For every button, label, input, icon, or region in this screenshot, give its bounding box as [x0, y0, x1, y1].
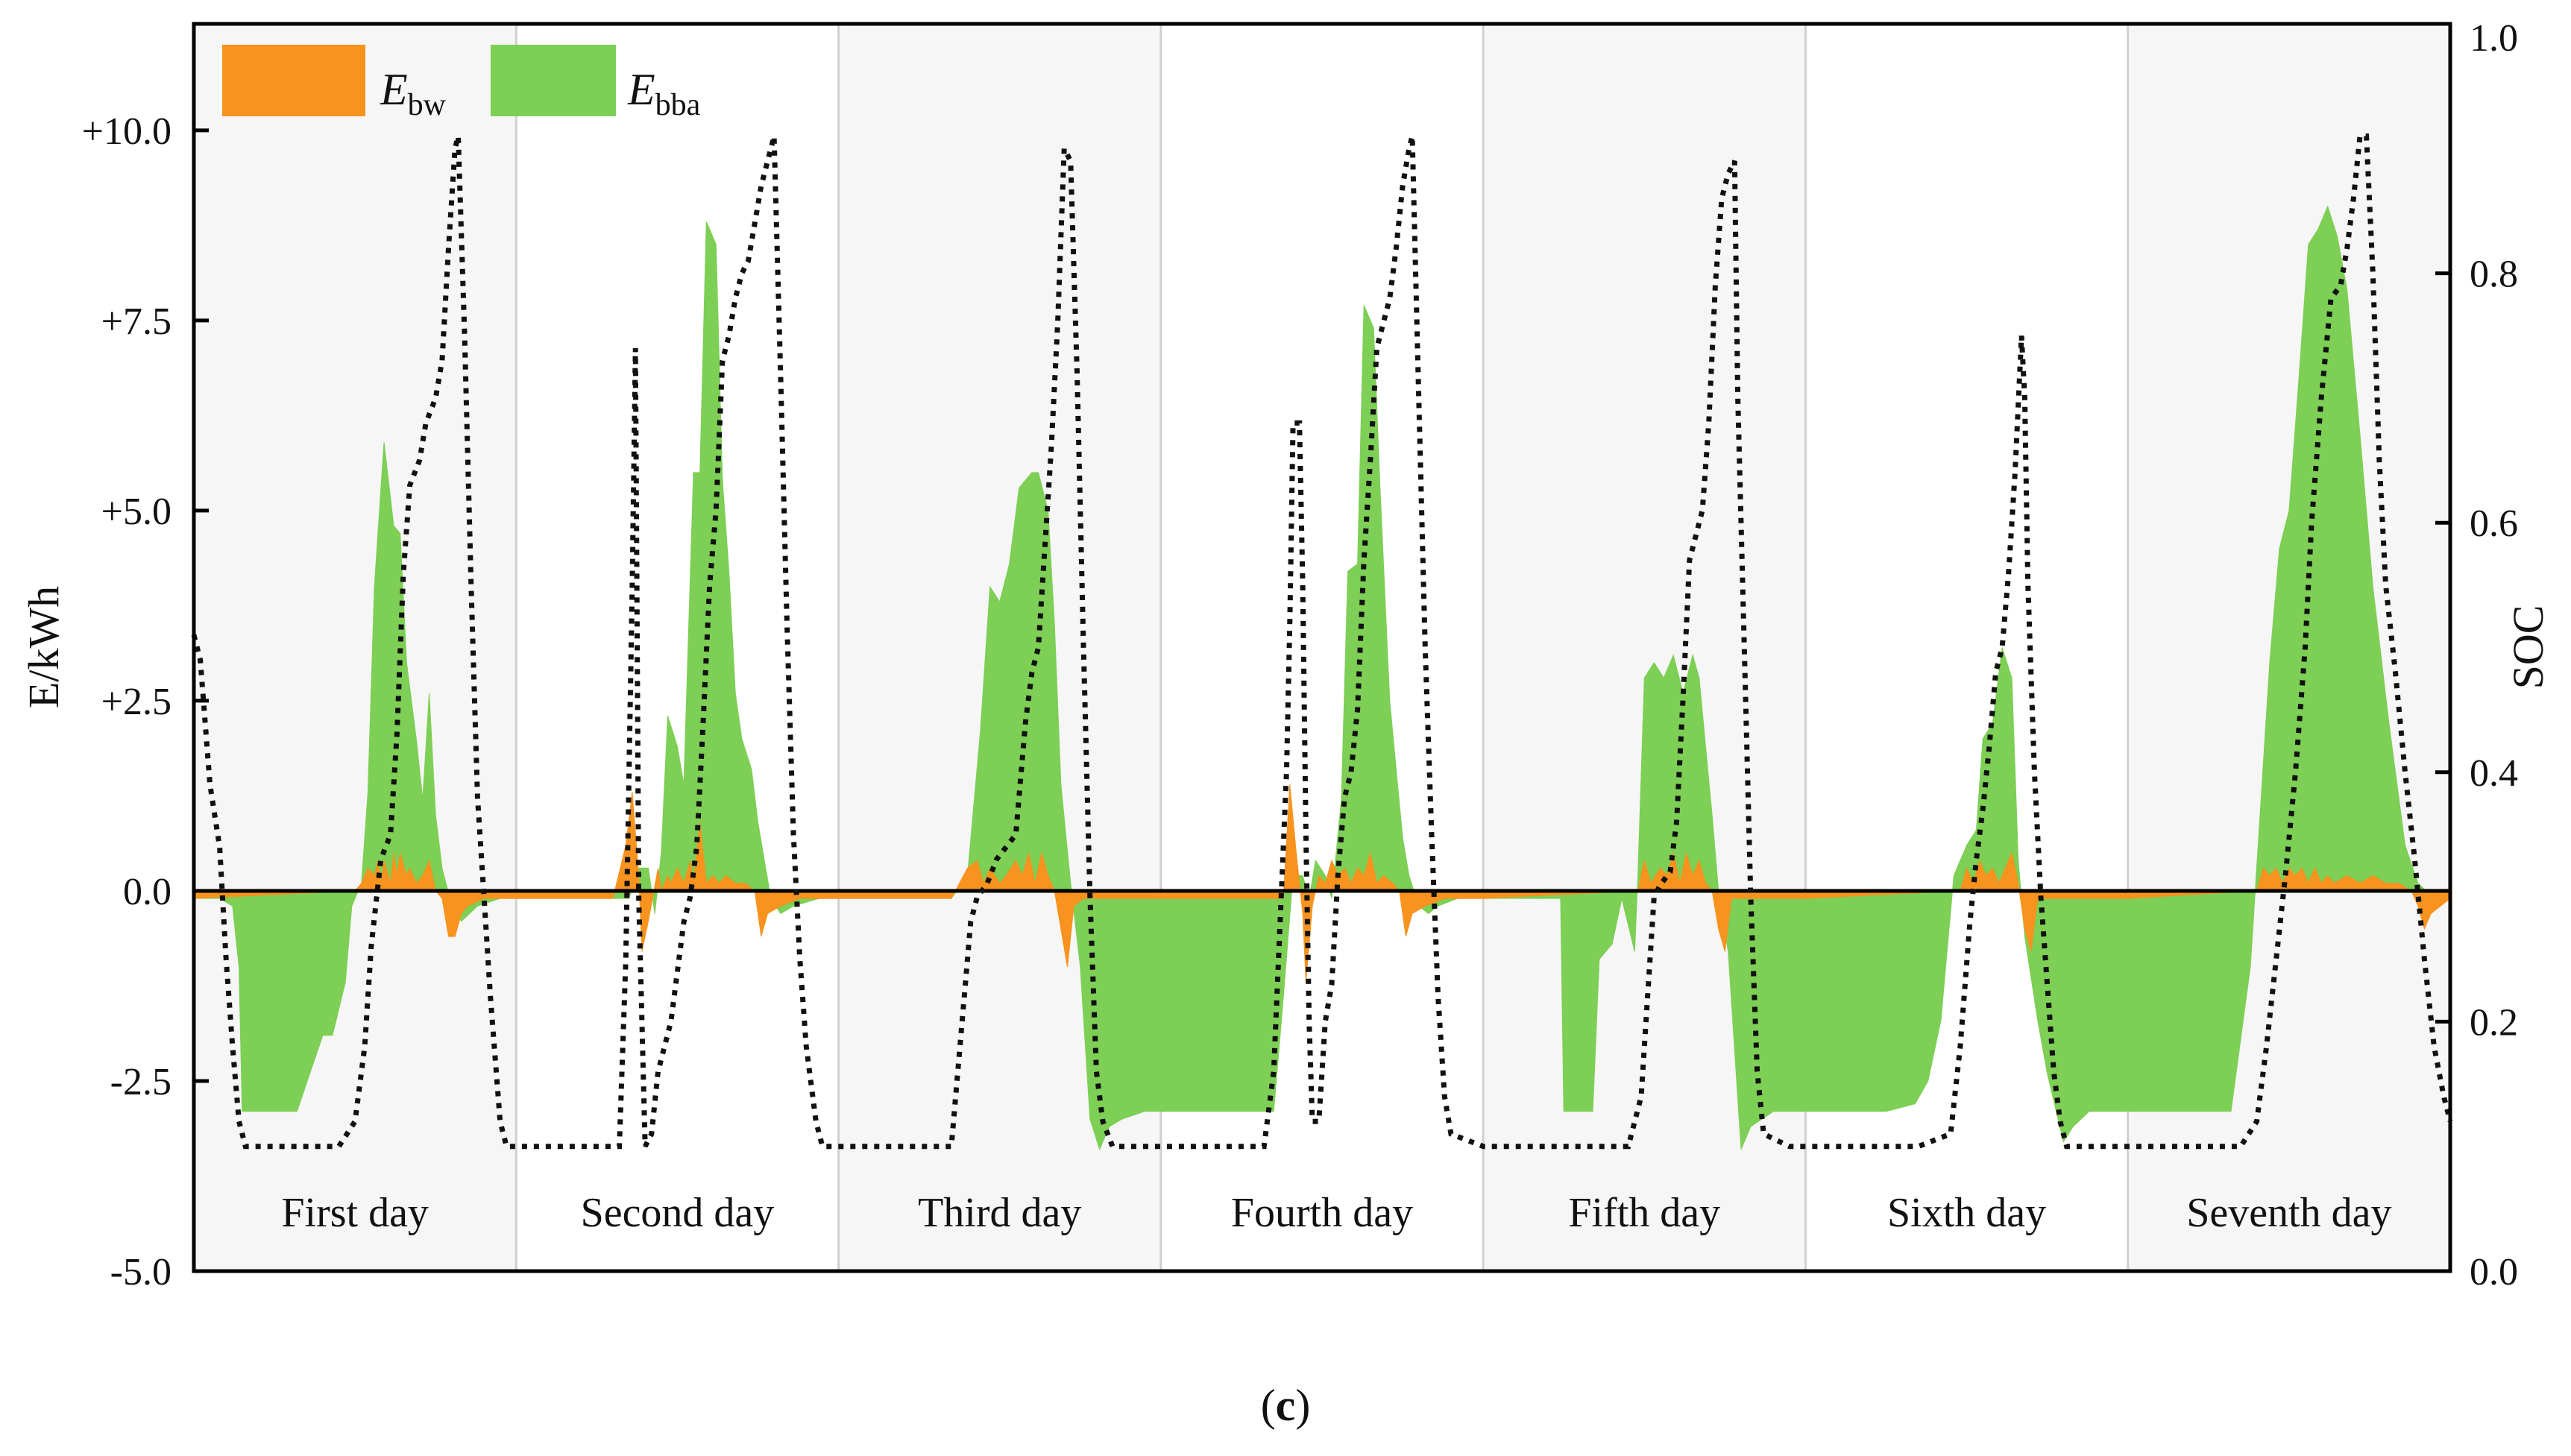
y-tick-label: +5.0	[101, 491, 171, 533]
day-label: Second day	[581, 1190, 775, 1236]
y2-tick-label: 0.6	[2470, 502, 2518, 545]
day-label: Fifth day	[1568, 1190, 1720, 1236]
ebba-area	[193, 205, 2451, 1151]
legend: Ebw Ebba	[222, 45, 701, 122]
y2-tick-label: 0.8	[2470, 253, 2518, 296]
day-label: Fourth day	[1231, 1190, 1413, 1236]
legend-letter: E	[627, 65, 655, 114]
left-axis: -5.0 -2.5 0.0 +2.5 +5.0 +7.5 +10.0	[82, 110, 209, 1293]
caption-close-paren: )	[1295, 1381, 1310, 1430]
ebba-area-layer	[193, 205, 2451, 1151]
legend-swatch-bba	[491, 45, 616, 116]
y-tick-label: +2.5	[101, 681, 171, 723]
plot-frame	[192, 22, 2452, 1273]
soc-line	[191, 133, 2453, 1150]
y2-tick-label: 0.0	[2470, 1251, 2518, 1293]
caption-open-paren: (	[1261, 1381, 1276, 1430]
right-axis: 0.0 0.2 0.4 0.6 0.8 1.0	[2435, 17, 2518, 1293]
legend-subscript: bw	[408, 88, 447, 122]
legend-subscript: bba	[655, 88, 701, 122]
y-tick-label: -2.5	[110, 1061, 171, 1103]
y2-axis-title: SOC	[2504, 605, 2552, 690]
y-tick-label: +10.0	[82, 110, 171, 153]
y2-tick-label: 0.4	[2470, 752, 2518, 795]
legend-label-bba: Ebba	[627, 65, 701, 122]
legend-letter: E	[380, 65, 408, 114]
y-tick-label: +7.5	[101, 300, 171, 343]
y-tick-label: 0.0	[123, 871, 171, 913]
legend-label-bw: Ebw	[380, 65, 447, 122]
figure-caption: (c)	[1261, 1381, 1311, 1430]
soc-line-layer	[191, 133, 2453, 1150]
day-label: Seventh day	[2186, 1190, 2391, 1236]
y2-tick-label: 0.2	[2470, 1001, 2518, 1044]
day-label: Third day	[918, 1190, 1081, 1236]
y2-tick-label: 1.0	[2470, 17, 2518, 60]
y-tick-label: -5.0	[110, 1251, 171, 1293]
y-axis-title: E/kWh	[19, 586, 68, 708]
day-label: Sixth day	[1887, 1190, 2046, 1236]
legend-swatch-bw	[222, 45, 365, 116]
day-labels: First day Second day Third day Fourth day Fi…	[281, 1190, 2391, 1236]
caption-letter: c	[1276, 1381, 1296, 1430]
day-label: First day	[281, 1190, 429, 1236]
